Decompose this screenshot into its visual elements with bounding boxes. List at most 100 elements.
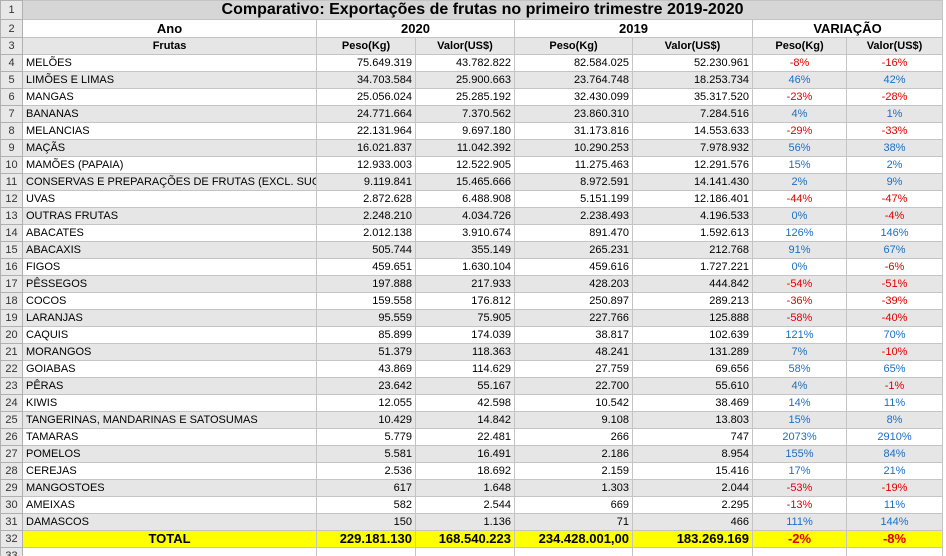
value: 7.370.562: [415, 105, 515, 123]
fruit-name: MORANGOS: [22, 343, 317, 361]
column-header: Valor(US$): [845, 37, 944, 55]
value: 2.012.138: [316, 224, 416, 242]
row-number: 33: [0, 547, 23, 556]
value: 23.860.310: [514, 105, 633, 123]
value: 2.238.493: [514, 207, 633, 225]
value: 16.021.837: [316, 139, 416, 157]
value: 250.897: [514, 292, 633, 310]
row-number: 27: [0, 445, 23, 463]
sheet-row: 31 DAMASCOS 150 1.136 71 466 111% 144%: [0, 513, 944, 531]
column-header: Peso(Kg): [514, 37, 633, 55]
variation: 58%: [752, 360, 847, 378]
fruit-name: TANGERINAS, MANDARINAS E SATOSUMAS: [22, 411, 317, 429]
value: 505.744: [316, 241, 416, 259]
value: 8.954: [632, 445, 753, 463]
value: 55.610: [632, 377, 753, 395]
value: 14.141.430: [632, 173, 753, 191]
fruit-name: GOIABAS: [22, 360, 317, 378]
value: 10.542: [514, 394, 633, 412]
row-number: 31: [0, 513, 23, 531]
value: 2.295: [632, 496, 753, 514]
value: 9.697.180: [415, 122, 515, 140]
value: 265.231: [514, 241, 633, 259]
sheet-row: 18 COCOS 159.558 176.812 250.897 289.213 -36% -…: [0, 292, 944, 310]
value: 5.779: [316, 428, 416, 446]
value: 55.167: [415, 377, 515, 395]
value: 31.173.816: [514, 122, 633, 140]
variation: 38%: [845, 139, 944, 157]
value: 43.782.822: [415, 54, 515, 72]
variation: 2910%: [845, 428, 944, 446]
variation: -53%: [752, 479, 847, 497]
value: 71: [514, 513, 633, 531]
column-header: Peso(Kg): [316, 37, 416, 55]
row-number: 1: [0, 0, 23, 20]
fruit-name: TAMARAS: [22, 428, 317, 446]
empty-cell: [22, 547, 317, 556]
column-header: Valor(US$): [632, 37, 753, 55]
column-header: Valor(US$): [415, 37, 515, 55]
sheet-row: 1 Comparativo: Exportações de frutas no p…: [0, 0, 944, 20]
sheet-row: 24 KIWIS 12.055 42.598 10.542 38.469 14% 11%: [0, 394, 944, 412]
row-number: 2: [0, 19, 23, 38]
variation: 67%: [845, 241, 944, 259]
variation: 4%: [752, 105, 847, 123]
value: 582: [316, 496, 416, 514]
value: 174.039: [415, 326, 515, 344]
value: 9.119.841: [316, 173, 416, 191]
value: 4.034.726: [415, 207, 515, 225]
value: 35.317.520: [632, 88, 753, 106]
value: 51.379: [316, 343, 416, 361]
value: 69.656: [632, 360, 753, 378]
value: 22.131.964: [316, 122, 416, 140]
fruit-name: MELÕES: [22, 54, 317, 72]
variation: 126%: [752, 224, 847, 242]
fruit-name: TOTAL: [22, 530, 317, 548]
sheet-row: 26 TAMARAS 5.779 22.481 266 747 2073% 2910%: [0, 428, 944, 446]
fruit-name: BANANAS: [22, 105, 317, 123]
sheet-row: 10 MAMÕES (PAPAIA) 12.933.003 12.522.905 11.…: [0, 156, 944, 174]
value: 12.933.003: [316, 156, 416, 174]
value: 444.842: [632, 275, 753, 293]
fruit-name: MANGOSTOES: [22, 479, 317, 497]
variation: 2%: [845, 156, 944, 174]
variation: 65%: [845, 360, 944, 378]
value: 32.430.099: [514, 88, 633, 106]
sheet-row: 21 MORANGOS 51.379 118.363 48.241 131.289 7% -1…: [0, 343, 944, 361]
sheet-row: 23 PÊRAS 23.642 55.167 22.700 55.610 4% -1%: [0, 377, 944, 395]
value: 12.055: [316, 394, 416, 412]
empty-cell: [316, 547, 416, 556]
variation: 56%: [752, 139, 847, 157]
header-group: 2019: [514, 19, 753, 38]
value: 2.248.210: [316, 207, 416, 225]
value: 227.766: [514, 309, 633, 327]
variation: -54%: [752, 275, 847, 293]
sheet-row: 30 AMEIXAS 582 2.544 669 2.295 -13% 11%: [0, 496, 944, 514]
sheet-row: 4 MELÕES 75.649.319 43.782.822 82.584.025 52.…: [0, 54, 944, 72]
fruit-name: CAQUIS: [22, 326, 317, 344]
row-number: 3: [0, 37, 23, 55]
value: 428.203: [514, 275, 633, 293]
value: 229.181.130: [316, 530, 416, 548]
fruit-name: CONSERVAS E PREPARAÇÕES DE FRUTAS (EXCL.…: [22, 173, 317, 191]
variation: -44%: [752, 190, 847, 208]
variation: 121%: [752, 326, 847, 344]
sheet-row: 7 BANANAS 24.771.664 7.370.562 23.860.310 7.2…: [0, 105, 944, 123]
value: 2.536: [316, 462, 416, 480]
row-number: 14: [0, 224, 23, 242]
value: 48.241: [514, 343, 633, 361]
variation: -51%: [845, 275, 944, 293]
sheet-row: 19 LARANJAS 95.559 75.905 227.766 125.888 -58%…: [0, 309, 944, 327]
value: 176.812: [415, 292, 515, 310]
value: 82.584.025: [514, 54, 633, 72]
variation: 14%: [752, 394, 847, 412]
fruit-name: PÊSSEGOS: [22, 275, 317, 293]
fruit-name: OUTRAS FRUTAS: [22, 207, 317, 225]
value: 52.230.961: [632, 54, 753, 72]
variation: -58%: [752, 309, 847, 327]
row-number: 24: [0, 394, 23, 412]
value: 125.888: [632, 309, 753, 327]
